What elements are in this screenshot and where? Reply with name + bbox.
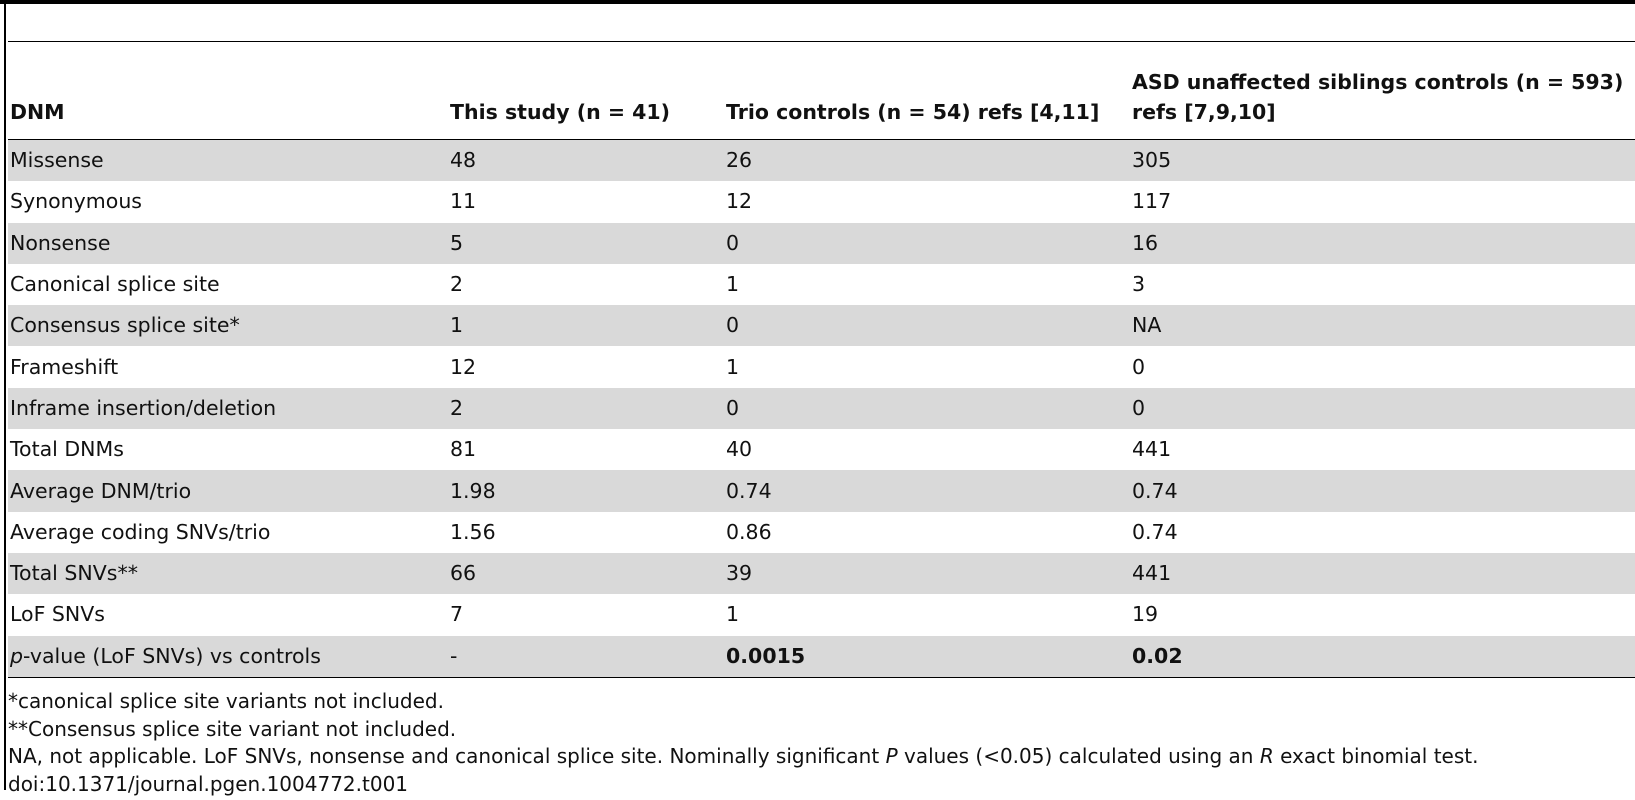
table-row: Inframe insertion/deletion 2 0 0: [8, 387, 1635, 430]
cell-asd-siblings: 3: [1132, 272, 1146, 297]
header-asd-siblings: ASD unaffected siblings controls (n = 59…: [1130, 44, 1635, 140]
p-symbol: p: [10, 643, 24, 668]
cell-asd-siblings: 16: [1130, 222, 1635, 264]
left-rule: [4, 0, 6, 790]
footnote-3-p-symbol: P: [885, 744, 898, 768]
cell-trio-controls: 0.86: [726, 519, 772, 544]
cell-asd-siblings: 0.02: [1130, 635, 1635, 678]
table-row-pvalue: p-value (LoF SNVs) vs controls -0.0015 0.0…: [8, 635, 1635, 678]
table-row: Consensus splice site* 1 0 NA: [8, 305, 1635, 347]
row-label: Average coding SNVs/trio: [10, 519, 271, 544]
cell-asd-siblings: 0.74: [1130, 470, 1635, 512]
cell-trio-controls: 0: [724, 222, 1130, 264]
footnote-3: NA, not applicable. LoF SNVs, nonsense a…: [8, 743, 1628, 771]
cell-asd-siblings: 441: [1132, 437, 1172, 462]
row-label: p-value (LoF SNVs) vs controls: [8, 635, 448, 678]
header-trio-controls: Trio controls (n = 54) refs [4,11]: [724, 44, 1130, 140]
header-dnm: DNM: [8, 44, 448, 140]
row-label: LoF SNVs: [10, 602, 105, 627]
footnote-1: *canonical splice site variants not incl…: [8, 689, 444, 713]
cell-asd-siblings: 19: [1132, 602, 1159, 627]
cell-this-study: 1.56: [450, 519, 496, 544]
cell-trio-controls: 1: [726, 272, 740, 297]
table-row: Average DNM/trio 1.98 0.74 0.74: [8, 470, 1635, 512]
cell-trio-controls: 26: [724, 139, 1130, 182]
footnote-3-r-symbol: R: [1259, 744, 1274, 768]
cell-asd-siblings: 441: [1130, 552, 1635, 595]
row-label: Nonsense: [8, 222, 448, 264]
row-label: Synonymous: [10, 189, 142, 214]
cell-this-study: 81: [450, 437, 477, 462]
cell-trio-controls: 0: [724, 305, 1130, 347]
cell-trio-controls: 39: [724, 552, 1130, 595]
row-label: Canonical splice site: [10, 272, 220, 297]
cell-trio-controls: 1: [726, 354, 740, 379]
table-row: Total DNMs 81 40 441: [8, 429, 1635, 470]
cell-this-study: 2: [448, 387, 724, 430]
row-label: Missense: [8, 139, 448, 182]
table-row: Synonymous 11 12 117: [8, 181, 1635, 222]
cell-this-study: 66: [448, 552, 724, 595]
cell-this-study: 1: [448, 305, 724, 347]
cell-asd-siblings: 117: [1132, 189, 1172, 214]
footnote-3-part-b: values (<0.05) calculated using an: [897, 744, 1260, 768]
cell-this-study: -: [448, 635, 724, 678]
table-row: Missense 48 26 305: [8, 139, 1635, 182]
footnote-2: **Consensus splice site variant not incl…: [8, 716, 457, 741]
cell-trio-controls: 1: [726, 602, 740, 627]
footnote-doi: doi:10.1371/journal.pgen.1004772.t001: [8, 771, 409, 796]
table-footnotes: *canonical splice site variants not incl…: [8, 688, 1628, 798]
row-label: Frameshift: [10, 354, 119, 379]
cell-trio-controls: 0: [724, 387, 1130, 430]
cell-asd-siblings: 0: [1130, 387, 1635, 430]
row-label: Total DNMs: [10, 437, 124, 462]
cell-this-study: 7: [450, 602, 464, 627]
footnote-3-part-c: exact binomial test.: [1273, 744, 1479, 768]
table-row: Average coding SNVs/trio 1.56 0.86 0.74: [8, 512, 1635, 553]
table-header-row: DNM This study (n = 41) Trio controls (n…: [8, 44, 1635, 140]
cell-asd-siblings: 0: [1132, 354, 1146, 379]
pvalue-label-text: -value (LoF SNVs) vs controls: [23, 643, 321, 668]
row-label: Inframe insertion/deletion: [8, 387, 448, 430]
row-label: Consensus splice site*: [8, 305, 448, 347]
header-this-study: This study (n = 41): [448, 44, 724, 140]
row-label: Average DNM/trio: [8, 470, 448, 512]
cell-this-study: 48: [448, 139, 724, 182]
row-label: Total SNVs**: [8, 552, 448, 595]
cell-asd-siblings: 305: [1130, 139, 1635, 182]
top-rule: [0, 0, 1635, 4]
cell-this-study: 5: [448, 222, 724, 264]
cell-asd-siblings: NA: [1130, 305, 1635, 347]
table-row: Total SNVs** 66 39 441: [8, 552, 1635, 595]
cell-this-study: 11: [450, 189, 477, 214]
table-row: LoF SNVs 7 1 19: [8, 594, 1635, 635]
cell-trio-controls: 12: [726, 189, 753, 214]
cell-trio-controls: 0.0015: [724, 635, 1130, 678]
header-top-rule: [8, 41, 1635, 42]
cell-trio-controls: 40: [726, 437, 753, 462]
cell-trio-controls: 0.74: [724, 470, 1130, 512]
cell-asd-siblings: 0.74: [1132, 519, 1178, 544]
table-row: Nonsense 5 0 16: [8, 222, 1635, 264]
table-row: Frameshift 12 1 0: [8, 346, 1635, 387]
dnm-table: DNM This study (n = 41) Trio controls (n…: [8, 44, 1635, 678]
table-row: Canonical splice site 2 1 3: [8, 264, 1635, 305]
cell-this-study: 12: [450, 354, 477, 379]
footnote-3-part-a: NA, not applicable. LoF SNVs, nonsense a…: [8, 744, 886, 768]
cell-this-study: 1.98: [448, 470, 724, 512]
cell-this-study: 2: [450, 272, 464, 297]
